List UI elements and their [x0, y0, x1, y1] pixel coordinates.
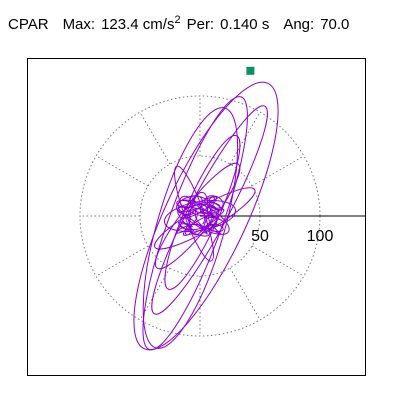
tick-label-100: 100: [307, 228, 334, 245]
orbit-loop-1: [142, 96, 248, 351]
grid-spoke-330: [251, 245, 305, 277]
max-value: 123.4: [101, 16, 139, 33]
grid-spoke-120: [139, 111, 171, 165]
orbit-loop-3: [142, 107, 239, 349]
channel-name: CPAR: [8, 16, 49, 33]
orbit-loop-2: [151, 105, 268, 315]
max-unit: cm/s: [142, 16, 175, 33]
period-value: 0.140 s: [220, 16, 270, 33]
tick-label-50: 50: [251, 228, 269, 245]
orbit-loop-0: [133, 81, 279, 351]
polar-plot-frame: 50 100: [27, 58, 366, 376]
max-point-marker: [246, 66, 255, 75]
grid-spoke-210: [95, 245, 149, 277]
polar-orbit-chart: 50 100: [79, 66, 365, 351]
orbit-core-trace: [175, 195, 225, 237]
record-header: CPAR Max: 123.4 cm/s2 Per: 0.140 s Ang: 70.0: [8, 14, 350, 34]
angle-value: 70.0: [320, 16, 350, 33]
grid-spoke-300: [229, 267, 261, 321]
angle-label: Ang:: [283, 16, 315, 33]
grid-spoke-150: [95, 155, 149, 187]
grid-spoke-30: [251, 155, 305, 187]
max-unit-exponent: 2: [174, 14, 181, 26]
max-label: Max:: [62, 16, 96, 33]
period-label: Per:: [186, 16, 215, 33]
